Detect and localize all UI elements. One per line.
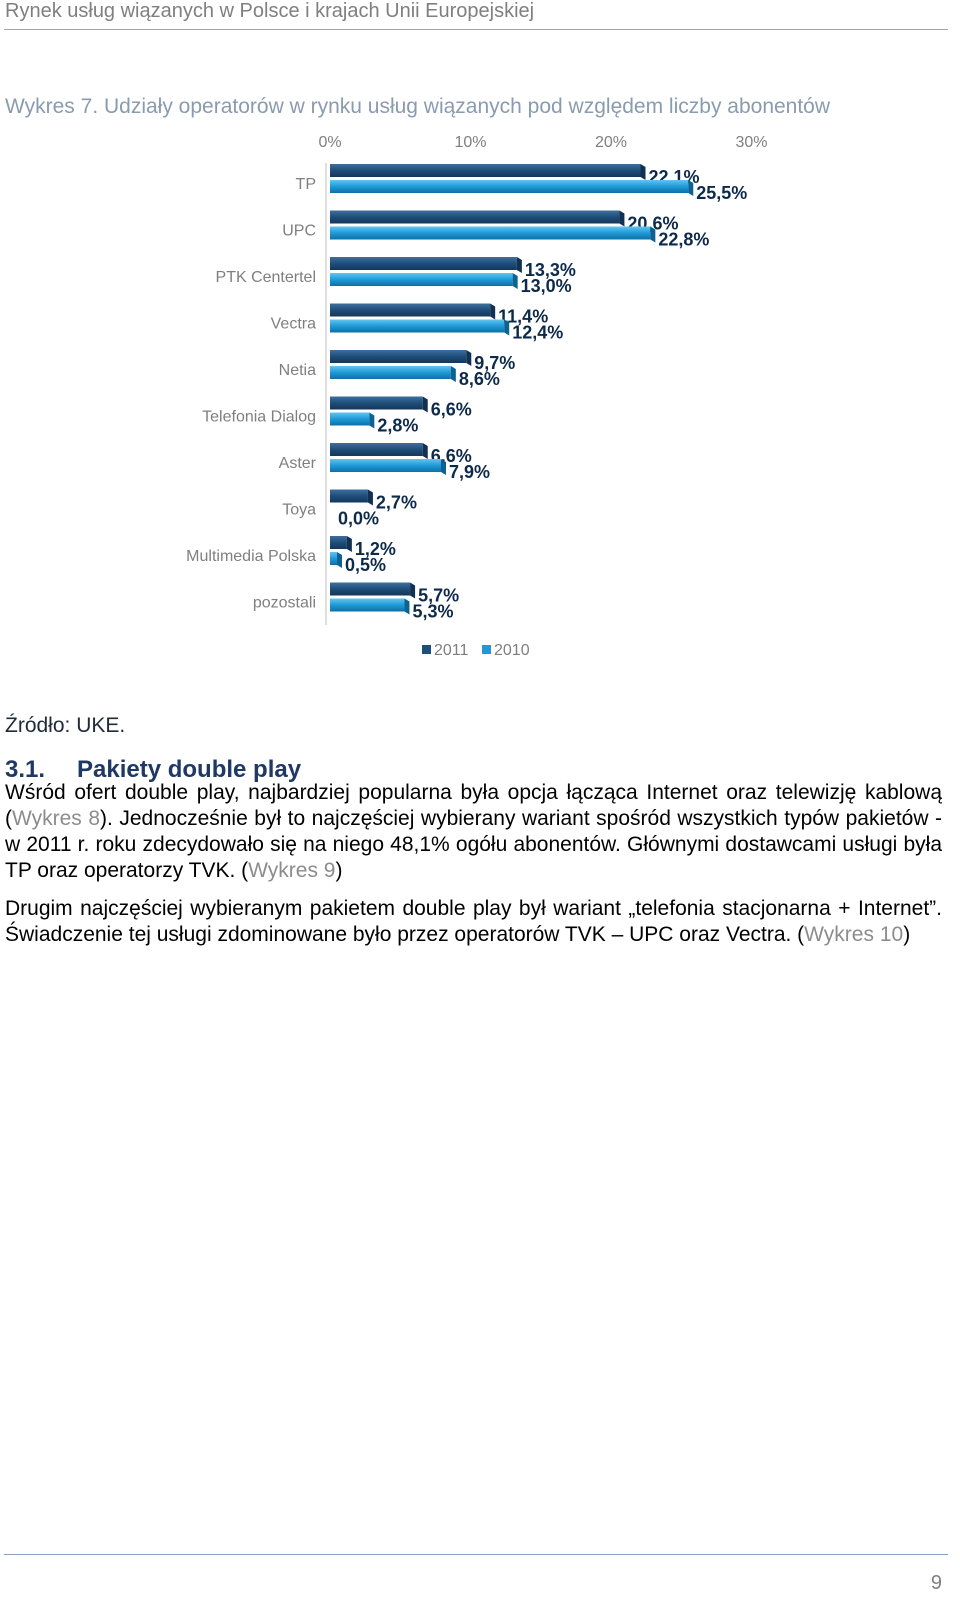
bar-2011-side xyxy=(422,396,428,413)
bar-2010 xyxy=(330,366,451,379)
bar-2011 xyxy=(330,396,423,410)
bar-2011 xyxy=(330,257,517,270)
page-number: 9 xyxy=(930,1572,942,1594)
legend-label-2010: 2010 xyxy=(494,642,530,659)
data-label-2011: 2,7% xyxy=(376,493,417,513)
bar-2011-side xyxy=(619,210,625,227)
bar-2011-side xyxy=(422,443,428,459)
bar-2010-side xyxy=(450,366,456,382)
x-tick-label: 10% xyxy=(454,134,486,151)
legend-swatch-2011 xyxy=(422,645,431,654)
bar-2011 xyxy=(330,303,491,317)
category-label: TP xyxy=(296,176,316,193)
bar-2010-side xyxy=(337,552,343,568)
chart-caption: Wykres 7. Udziały operatorów w rynku usł… xyxy=(5,95,831,118)
bar-2011-side xyxy=(367,489,373,506)
category-label: Multimedia Polska xyxy=(186,548,316,565)
bar-2010 xyxy=(330,412,370,426)
data-label-2011: 6,6% xyxy=(431,400,472,420)
paragraph-1: Wśród ofert double play, najbardziej pop… xyxy=(5,780,942,884)
bar-2010-side xyxy=(512,273,518,289)
data-label-2011: 13,3% xyxy=(525,260,576,280)
running-header: Rynek usług wiązanych w Polsce i krajach… xyxy=(5,0,535,22)
data-label-2010: 8,6% xyxy=(459,369,500,389)
data-label-2010: 25,5% xyxy=(696,183,747,203)
data-label-2010: 12,4% xyxy=(512,323,563,343)
bar-2010-side xyxy=(650,226,656,243)
data-label-2010: 13,0% xyxy=(521,276,572,296)
category-label: UPC xyxy=(282,223,316,240)
x-tick-label: 20% xyxy=(595,134,627,151)
data-label-2010: 0,0% xyxy=(338,509,379,529)
source-note: Źródło: UKE. xyxy=(5,714,126,737)
section-title: Pakiety double play xyxy=(77,756,302,783)
data-label-2011: 5,7% xyxy=(418,586,459,606)
bar-2010 xyxy=(330,598,405,612)
bar-2010 xyxy=(330,226,651,240)
bar-2011 xyxy=(330,350,467,363)
paragraph-1-text-3: ) xyxy=(335,859,343,882)
bar-2011-side xyxy=(466,350,472,366)
category-label: Toya xyxy=(282,502,316,519)
bar-2011 xyxy=(330,582,411,596)
bar-2011-side xyxy=(490,303,496,320)
legend-swatch-2010 xyxy=(482,645,491,654)
data-label-2010: 7,9% xyxy=(449,462,490,482)
bar-2011-side xyxy=(410,582,416,599)
bar-2010 xyxy=(330,552,338,565)
category-label: Aster xyxy=(279,455,317,472)
category-label: Telefonia Dialog xyxy=(202,409,316,426)
bar-2011-side xyxy=(346,536,352,552)
bar-2011 xyxy=(330,536,347,549)
bar-2010-side xyxy=(369,412,375,429)
data-label-2010: 5,3% xyxy=(412,602,453,622)
category-label: pozostali xyxy=(253,595,316,612)
category-label: Netia xyxy=(279,362,316,379)
bar-2011 xyxy=(330,210,620,224)
bar-2011 xyxy=(330,489,368,503)
paragraph-1-text-2: ). Jednocześnie był to najczęściej wybie… xyxy=(5,807,943,882)
section-number: 3.1. xyxy=(5,756,46,783)
bar-2011-side xyxy=(516,257,522,273)
bar-2011 xyxy=(330,164,641,177)
x-tick-label: 0% xyxy=(318,134,341,151)
paragraph-2-text-1: Drugim najczęściej wybieranym pakietem d… xyxy=(5,897,942,946)
bar-2010 xyxy=(330,319,505,333)
reference-link-wykres-8[interactable]: Wykres 8 xyxy=(12,807,101,830)
bar-2010 xyxy=(330,273,513,286)
bar-chart: 0% 10% 20% 30%TP 22,1%25,5%UPC 20,6%22,8%PTK … xyxy=(186,134,767,659)
header-divider xyxy=(4,29,948,30)
bar-2010-side xyxy=(440,459,446,475)
paragraph-1-text-1: Wśród ofert double play, najbardziej pop… xyxy=(5,781,942,830)
data-label-2010: 22,8% xyxy=(658,230,709,250)
legend-label-2011: 2011 xyxy=(434,642,469,659)
data-label-2011: 1,2% xyxy=(355,539,396,559)
bar-2010-side xyxy=(404,598,410,615)
reference-link-wykres-10[interactable]: Wykres 10 xyxy=(804,923,904,946)
bar-2010 xyxy=(330,180,689,193)
data-label-2011: 11,4% xyxy=(498,307,548,327)
data-label-2010: 2,8% xyxy=(377,416,418,436)
bar-2010-side xyxy=(688,180,694,196)
bar-2011-side xyxy=(640,164,646,180)
footer-divider xyxy=(4,1554,948,1555)
section-heading: 3.1. Pakiety double play xyxy=(5,756,301,784)
bar-2010 xyxy=(330,459,441,472)
data-label-2011: 9,7% xyxy=(474,353,515,373)
paragraph-2: Drugim najczęściej wybieranym pakietem d… xyxy=(5,896,942,948)
reference-link-wykres-9[interactable]: Wykres 9 xyxy=(248,859,336,882)
category-label: PTK Centertel xyxy=(216,269,316,286)
bar-2011 xyxy=(330,443,423,456)
data-label-2010: 0,5% xyxy=(345,555,386,575)
x-tick-label: 30% xyxy=(735,134,767,151)
category-label: Vectra xyxy=(271,316,316,333)
paragraph-2-text-2: ) xyxy=(903,923,911,946)
bar-2010-side xyxy=(504,319,510,336)
